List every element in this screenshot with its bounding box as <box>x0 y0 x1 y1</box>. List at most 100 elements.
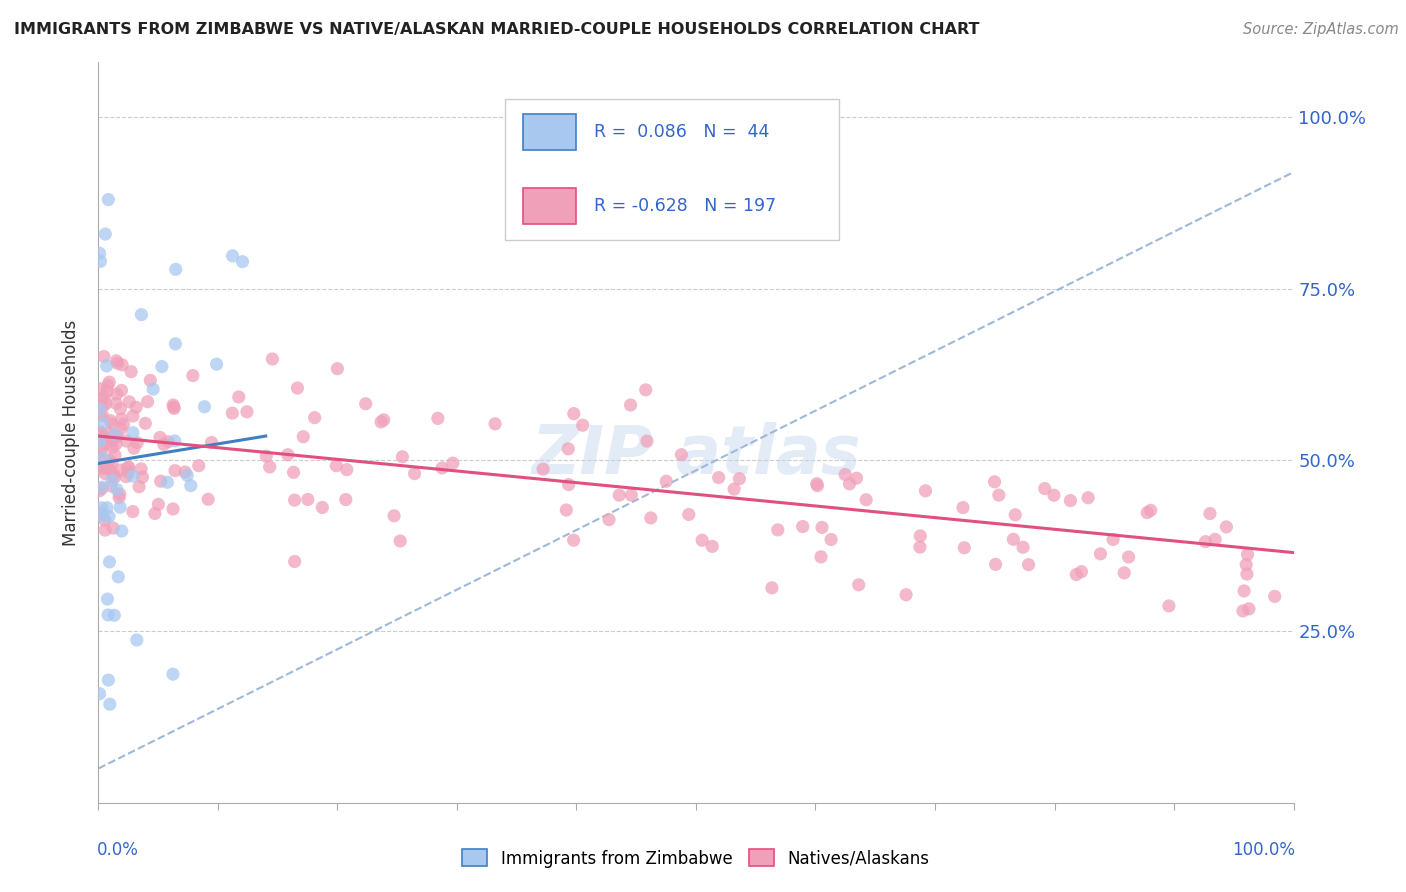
Point <box>101 434 124 448</box>
Point <box>284 493 307 508</box>
Point <box>834 467 856 482</box>
Point <box>1215 520 1237 534</box>
Point <box>806 479 828 493</box>
Point <box>129 462 152 476</box>
Point <box>94 397 117 411</box>
Point <box>100 414 122 428</box>
Point <box>354 397 377 411</box>
Point <box>110 422 132 436</box>
FancyBboxPatch shape <box>505 99 839 240</box>
Point <box>98 432 121 446</box>
Point <box>908 540 931 554</box>
Point <box>97 437 120 451</box>
Point <box>112 417 135 432</box>
Point <box>761 581 783 595</box>
Point <box>1114 566 1136 580</box>
Point <box>336 462 359 476</box>
Point <box>987 488 1010 502</box>
Point <box>1233 583 1256 598</box>
Point <box>148 497 170 511</box>
Point <box>91 409 114 423</box>
Point <box>97 607 120 622</box>
Point <box>562 533 585 548</box>
Point <box>531 462 554 476</box>
Point <box>94 467 117 481</box>
Point <box>914 483 936 498</box>
Point <box>97 431 120 445</box>
Point <box>806 476 828 491</box>
Point <box>131 308 153 322</box>
Point <box>93 350 115 364</box>
Point <box>571 418 593 433</box>
Point <box>1002 533 1025 547</box>
Point <box>107 570 129 584</box>
Text: Source: ZipAtlas.com: Source: ZipAtlas.com <box>1243 22 1399 37</box>
Point <box>221 249 243 263</box>
Point <box>97 434 120 448</box>
Point <box>277 448 299 462</box>
Point <box>90 500 112 515</box>
Point <box>118 466 141 480</box>
Point <box>143 507 166 521</box>
Point <box>162 502 184 516</box>
Point <box>131 470 153 484</box>
Point <box>1012 541 1035 555</box>
Point <box>655 475 678 489</box>
Point <box>373 413 395 427</box>
Point <box>484 417 506 431</box>
Point <box>562 407 585 421</box>
Point <box>122 409 145 423</box>
Point <box>262 352 284 367</box>
Point <box>89 246 111 260</box>
Point <box>90 482 112 496</box>
Point <box>607 488 630 502</box>
Point <box>707 470 730 484</box>
Point <box>1004 508 1026 522</box>
Point <box>93 390 115 404</box>
Point <box>163 464 186 478</box>
Text: ZIP atlas: ZIP atlas <box>531 422 860 488</box>
Point <box>134 417 156 431</box>
Point <box>103 429 125 443</box>
Point <box>1033 482 1056 496</box>
Point <box>557 477 579 491</box>
Point <box>118 460 141 475</box>
Point <box>200 435 222 450</box>
Point <box>108 463 131 477</box>
Point <box>89 434 111 449</box>
Point <box>163 400 186 414</box>
Point <box>115 469 138 483</box>
Point <box>176 468 198 483</box>
Point <box>197 492 219 507</box>
Point <box>983 475 1005 489</box>
Point <box>728 472 751 486</box>
Point <box>127 435 149 450</box>
Point <box>96 359 118 373</box>
Point <box>1194 534 1216 549</box>
Point <box>1136 506 1159 520</box>
Point <box>1232 604 1254 618</box>
Point <box>620 488 643 502</box>
Point <box>953 541 976 555</box>
Point <box>163 434 186 448</box>
Point <box>90 392 112 406</box>
Point <box>254 449 277 463</box>
Point <box>165 262 187 277</box>
Point <box>855 492 877 507</box>
Point <box>848 578 870 592</box>
Point <box>811 520 834 534</box>
Point <box>94 460 117 475</box>
Point <box>678 508 700 522</box>
Point <box>1064 567 1087 582</box>
Point <box>311 500 333 515</box>
Point <box>619 398 641 412</box>
Point <box>125 401 148 415</box>
Point <box>94 513 117 527</box>
Point <box>335 492 357 507</box>
Point <box>1236 567 1258 582</box>
Point <box>1139 503 1161 517</box>
Point <box>1236 548 1258 562</box>
Point <box>221 406 243 420</box>
Point <box>1043 488 1066 502</box>
Text: IMMIGRANTS FROM ZIMBABWE VS NATIVE/ALASKAN MARRIED-COUPLE HOUSEHOLDS CORRELATION: IMMIGRANTS FROM ZIMBABWE VS NATIVE/ALASK… <box>14 22 980 37</box>
